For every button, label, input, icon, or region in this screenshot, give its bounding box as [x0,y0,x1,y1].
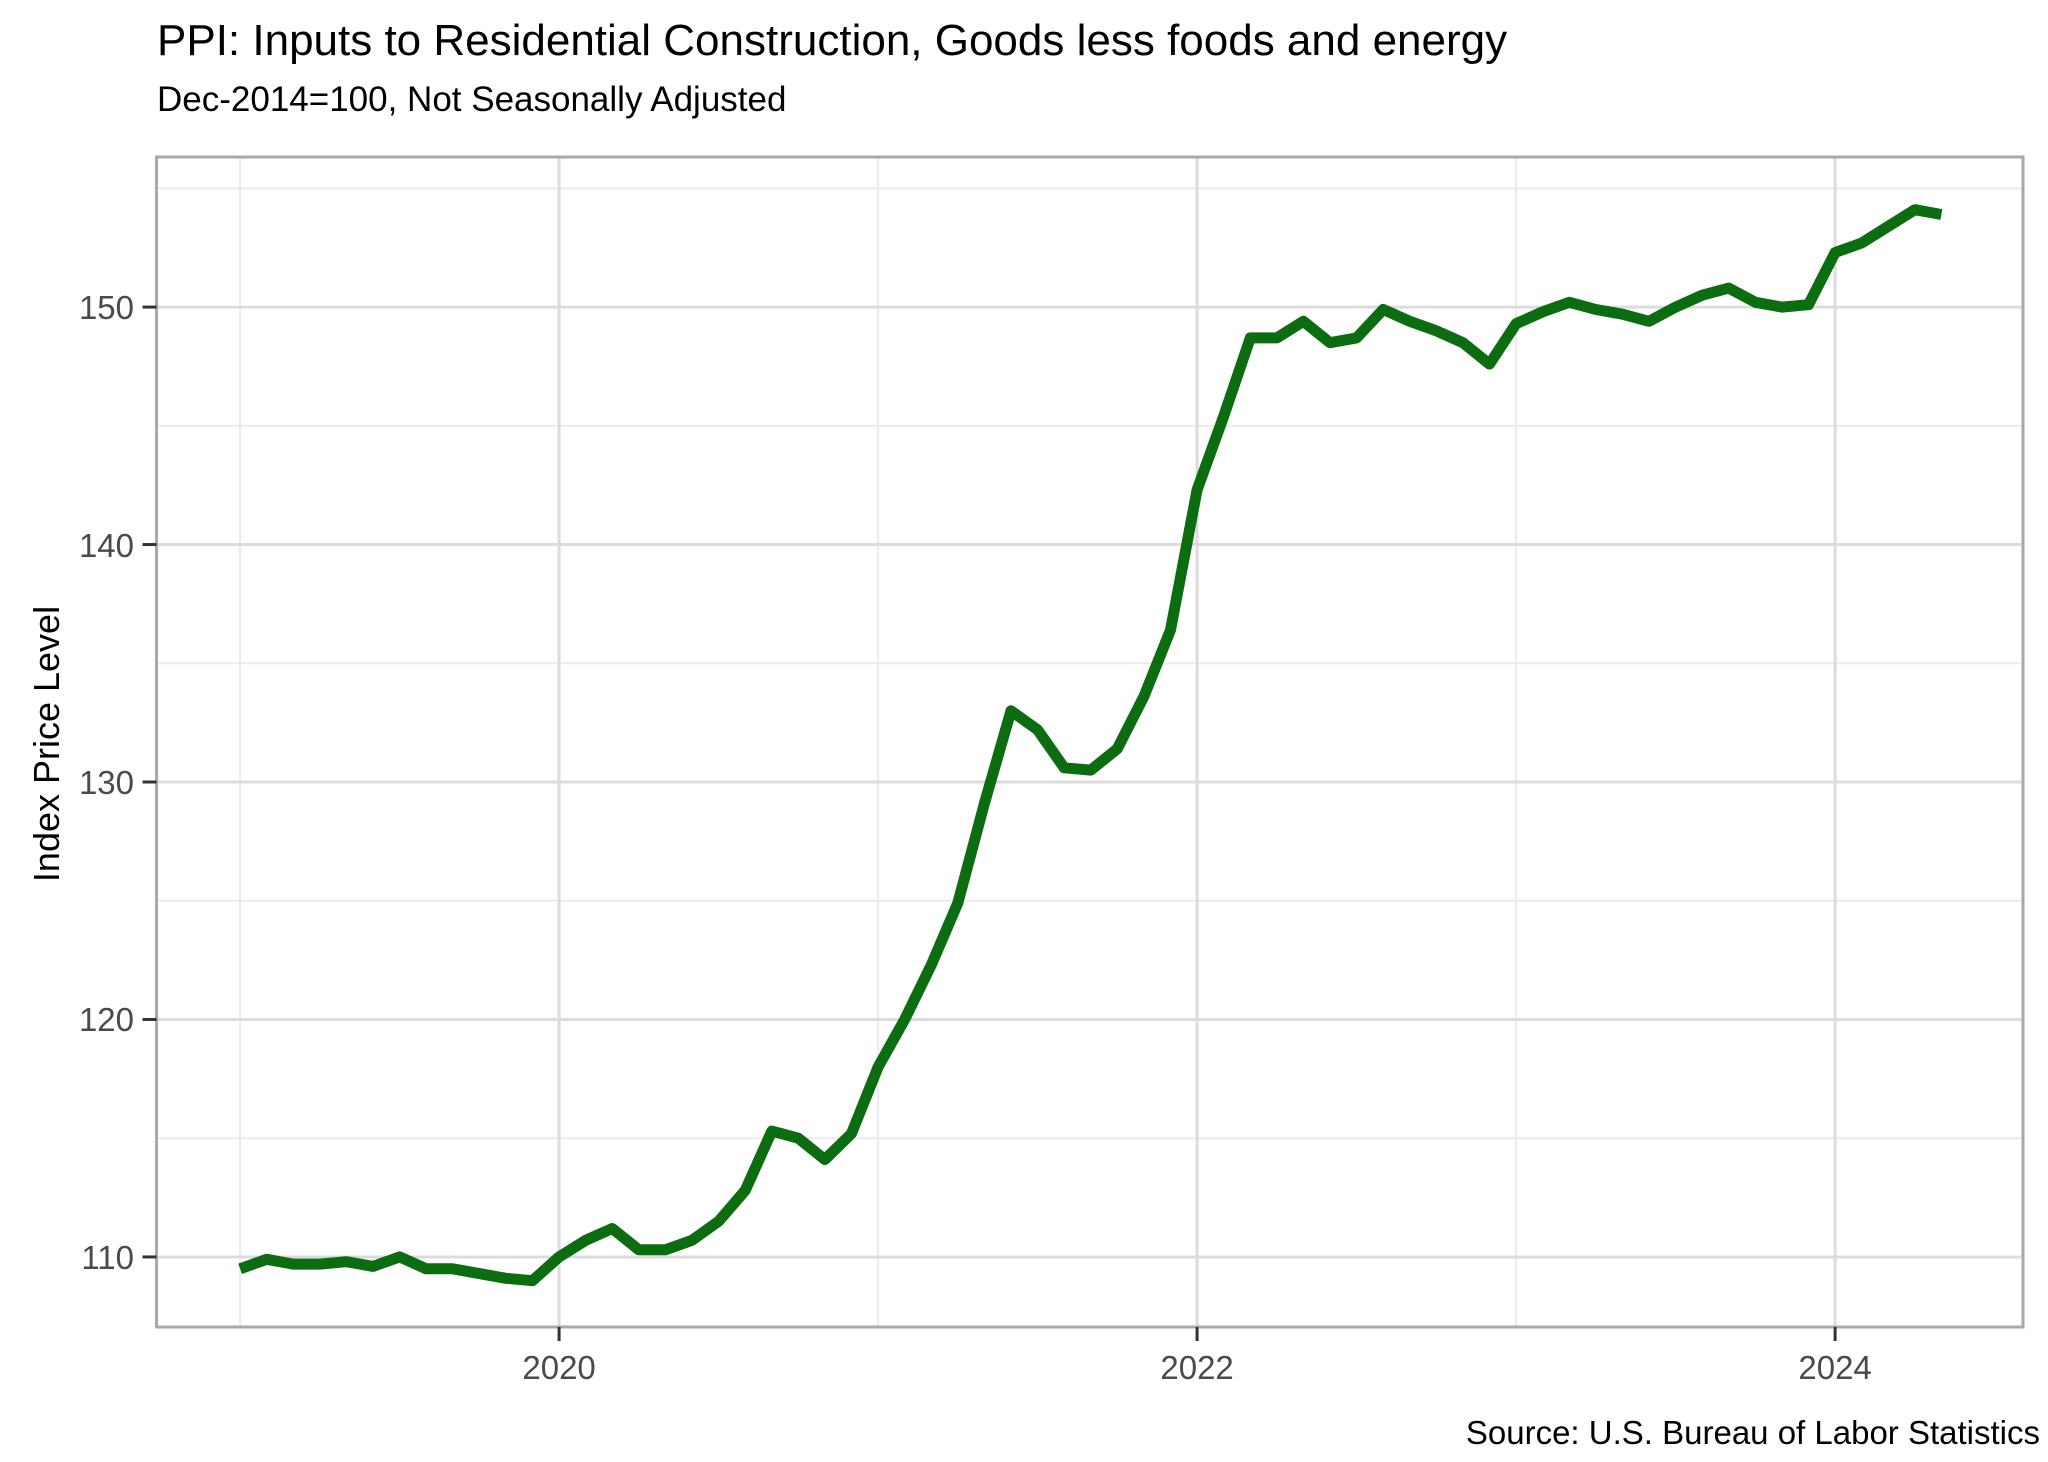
source-note: Source: U.S. Bureau of Labor Statistics [1465,1414,2040,1451]
y-tick-label: 150 [78,289,134,327]
chart-title: PPI: Inputs to Residential Construction,… [157,16,1508,65]
x-tick-label: 2022 [1160,1349,1234,1386]
x-tick-label: 2020 [522,1349,596,1386]
y-tick-label: 130 [78,764,134,801]
y-tick-label: 120 [78,1001,134,1039]
panel-border [155,155,2025,1329]
y-axis-title: Index Price Level [26,605,67,883]
x-tick-label: 2024 [1798,1349,1872,1386]
y-tick-label: 140 [78,526,134,564]
chart-subtitle: Dec-2014=100, Not Seasonally Adjusted [157,80,787,119]
y-tick-label: 110 [81,1238,134,1276]
plot-panel [156,157,2023,1327]
data-line [238,204,1943,1287]
